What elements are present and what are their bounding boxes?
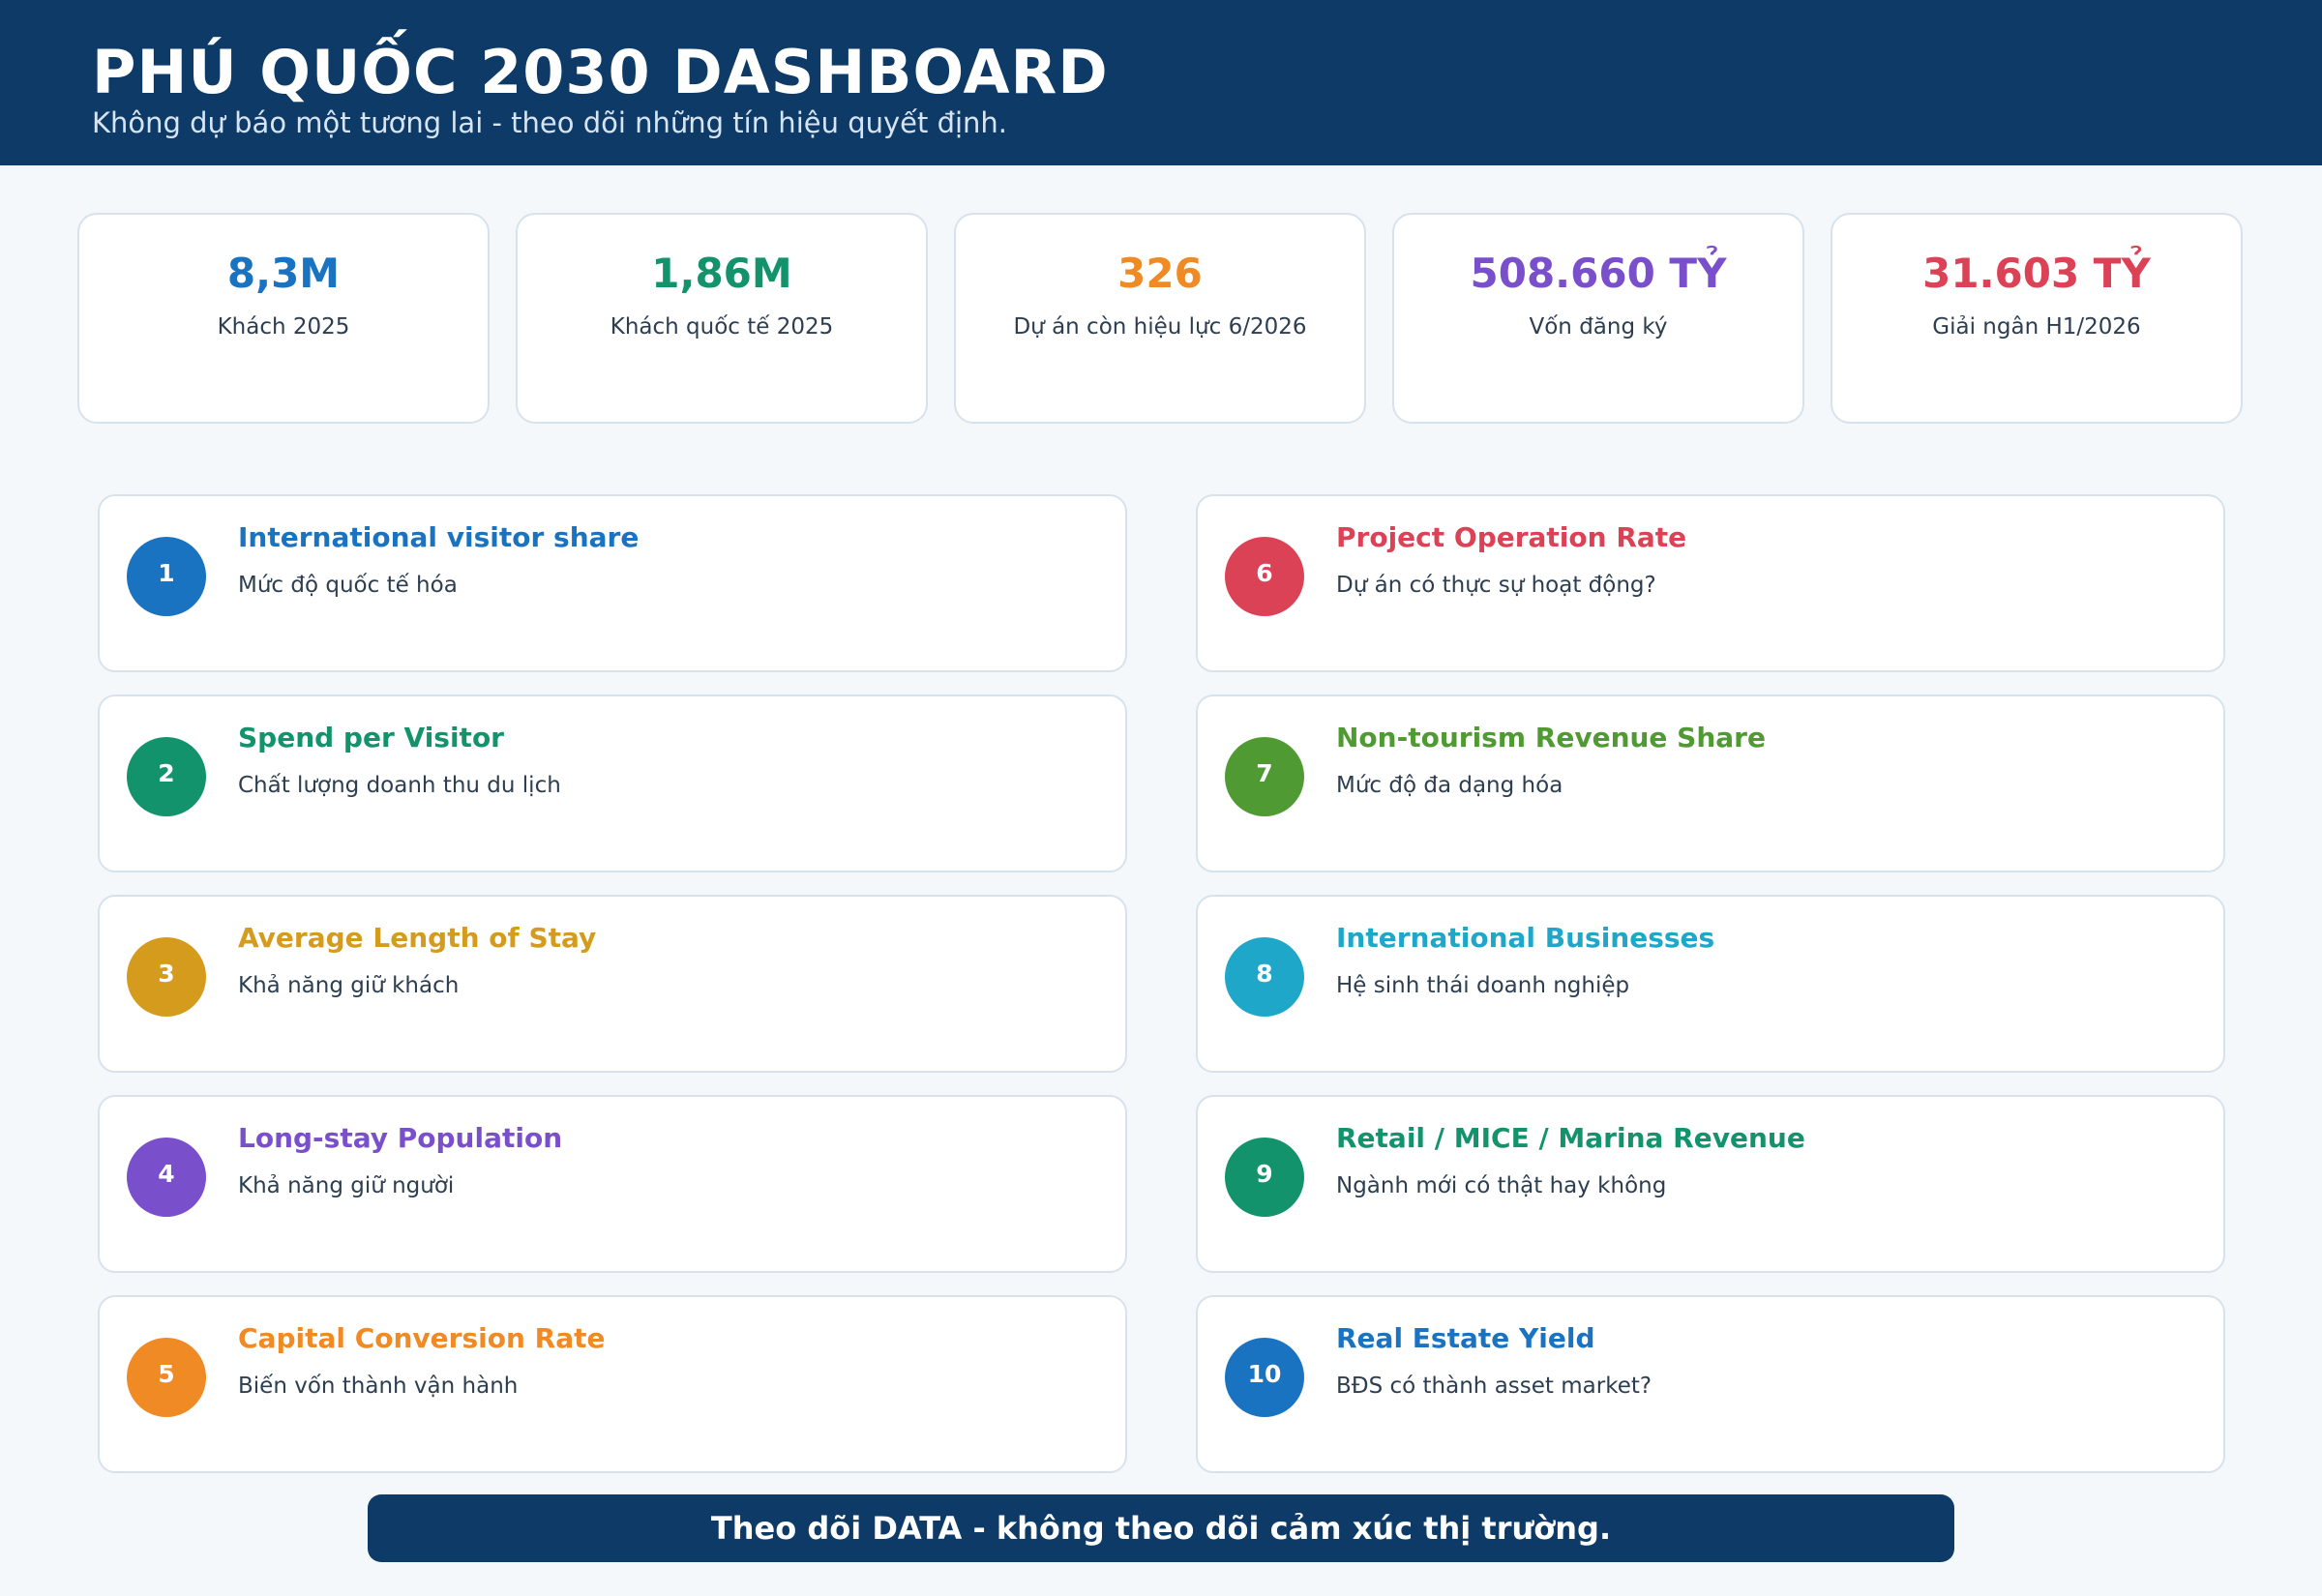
signal-title: Real Estate Yield xyxy=(1336,1322,1595,1354)
signal-number-badge: 10 xyxy=(1225,1338,1304,1417)
signal-card-9: 9 Retail / MICE / Marina Revenue Ngành m… xyxy=(1196,1095,2225,1273)
signal-description: Dự án có thực sự hoạt động? xyxy=(1336,573,1656,598)
stat-value: 8,3M xyxy=(226,250,341,297)
stat-label: Dự án còn hiệu lực 6/2026 xyxy=(1013,314,1307,340)
signal-number-badge: 8 xyxy=(1225,937,1304,1017)
signal-description: Biến vốn thành vận hành xyxy=(238,1374,519,1399)
signal-title: International visitor share xyxy=(238,521,640,553)
stat-label: Giải ngân H1/2026 xyxy=(1932,314,2141,340)
signal-title: Non-tourism Revenue Share xyxy=(1336,722,1766,754)
page-title: PHÚ QUỐC 2030 DASHBOARD xyxy=(92,37,1109,107)
signal-card-8: 8 International Businesses Hệ sinh thái … xyxy=(1196,895,2225,1073)
signal-description: BĐS có thành asset market? xyxy=(1336,1374,1652,1399)
stat-value: 508.660 TỶ xyxy=(1470,250,1727,297)
signal-card-5: 5 Capital Conversion Rate Biến vốn thành… xyxy=(98,1295,1127,1473)
signal-title: Spend per Visitor xyxy=(238,722,504,754)
page-subtitle: Không dự báo một tương lai - theo dõi nh… xyxy=(92,106,1008,139)
stat-card-visitors: 8,3M Khách 2025 xyxy=(77,213,490,424)
stat-card-active-projects: 326 Dự án còn hiệu lực 6/2026 xyxy=(954,213,1366,424)
signal-number-badge: 7 xyxy=(1225,737,1304,816)
stat-label: Vốn đăng ký xyxy=(1529,314,1668,340)
signal-description: Ngành mới có thật hay không xyxy=(1336,1173,1667,1198)
footer-banner: Theo dõi DATA - không theo dõi cảm xúc t… xyxy=(368,1494,1954,1562)
signal-number-badge: 6 xyxy=(1225,537,1304,616)
signal-card-1: 1 International visitor share Mức độ quố… xyxy=(98,494,1127,672)
signal-card-3: 3 Average Length of Stay Khả năng giữ kh… xyxy=(98,895,1127,1073)
signal-card-2: 2 Spend per Visitor Chất lượng doanh thu… xyxy=(98,695,1127,872)
signal-title: International Businesses xyxy=(1336,922,1715,954)
signal-card-4: 4 Long-stay Population Khả năng giữ ngườ… xyxy=(98,1095,1127,1273)
signal-description: Khả năng giữ khách xyxy=(238,973,460,998)
stat-card-disbursement: 31.603 TỶ Giải ngân H1/2026 xyxy=(1831,213,2243,424)
signal-card-10: 10 Real Estate Yield BĐS có thành asset … xyxy=(1196,1295,2225,1473)
signal-number-badge: 2 xyxy=(127,737,206,816)
signal-number-badge: 1 xyxy=(127,537,206,616)
signal-title: Average Length of Stay xyxy=(238,922,597,954)
signal-number-badge: 9 xyxy=(1225,1138,1304,1217)
signal-description: Mức độ quốc tế hóa xyxy=(238,573,458,598)
signal-title: Capital Conversion Rate xyxy=(238,1322,606,1354)
signal-number-badge: 4 xyxy=(127,1138,206,1217)
stats-row: 8,3M Khách 2025 1,86M Khách quốc tế 2025… xyxy=(77,213,2245,426)
signal-title: Project Operation Rate xyxy=(1336,521,1687,553)
stat-card-registered-capital: 508.660 TỶ Vốn đăng ký xyxy=(1392,213,1804,424)
stat-label: Khách quốc tế 2025 xyxy=(610,314,834,340)
signal-number-badge: 5 xyxy=(127,1338,206,1417)
signal-title: Long-stay Population xyxy=(238,1122,563,1154)
header-banner: PHÚ QUỐC 2030 DASHBOARD Không dự báo một… xyxy=(0,0,2322,165)
stat-value: 326 xyxy=(1117,250,1203,297)
signal-description: Khả năng giữ người xyxy=(238,1173,455,1198)
stat-value: 1,86M xyxy=(651,250,792,297)
signal-title: Retail / MICE / Marina Revenue xyxy=(1336,1122,1805,1154)
signal-card-7: 7 Non-tourism Revenue Share Mức độ đa dạ… xyxy=(1196,695,2225,872)
stat-label: Khách 2025 xyxy=(217,314,350,340)
signal-card-6: 6 Project Operation Rate Dự án có thực s… xyxy=(1196,494,2225,672)
signal-description: Hệ sinh thái doanh nghiệp xyxy=(1336,973,1630,998)
signal-description: Mức độ đa dạng hóa xyxy=(1336,773,1563,798)
stat-card-international-visitors: 1,86M Khách quốc tế 2025 xyxy=(516,213,928,424)
stat-value: 31.603 TỶ xyxy=(1922,250,2151,297)
signal-description: Chất lượng doanh thu du lịch xyxy=(238,773,561,798)
signal-number-badge: 3 xyxy=(127,937,206,1017)
